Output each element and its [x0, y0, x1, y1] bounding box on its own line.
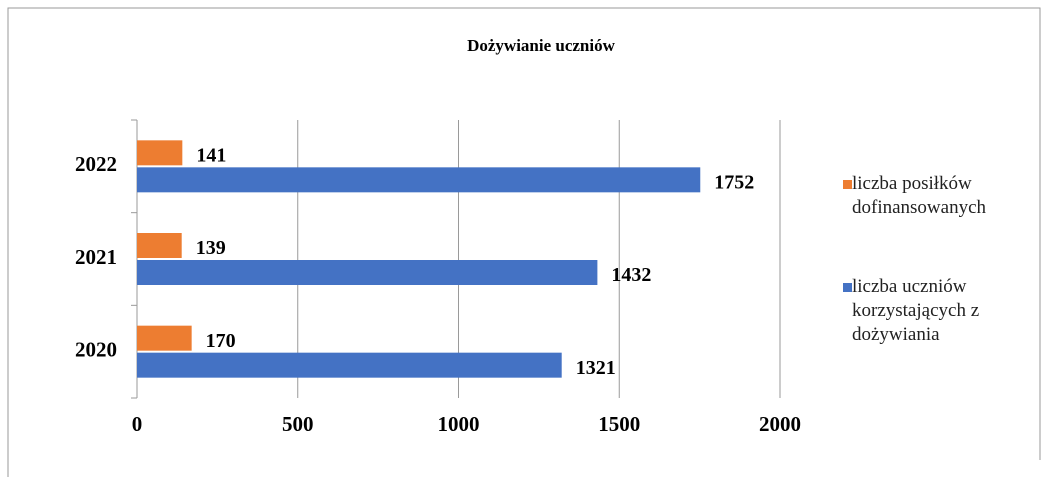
bar: [137, 233, 182, 258]
x-tick-label: 1500: [598, 412, 640, 436]
bar: [137, 260, 598, 285]
data-label: 1432: [611, 264, 651, 286]
data-label: 1321: [576, 357, 616, 379]
bar: [137, 140, 183, 166]
legend-swatch: [843, 283, 852, 292]
y-tick-label: 2022: [75, 152, 117, 176]
legend-label: liczba uczniów korzystających z dożywian…: [852, 276, 980, 345]
bar: [137, 167, 701, 193]
x-tick-label: 1000: [438, 412, 480, 436]
legend-label: liczba posiłków dofinansowanych: [852, 173, 987, 218]
legend-swatch: [843, 180, 852, 189]
x-tick-label: 500: [282, 412, 314, 436]
bar: [137, 352, 562, 378]
legend-entry: liczba uczniów korzystających z dożywian…: [852, 276, 980, 345]
data-label: 139: [196, 237, 226, 259]
data-label: 1752: [714, 171, 754, 193]
bar: [137, 325, 192, 351]
legend-entry: liczba posiłków dofinansowanych: [852, 173, 987, 218]
chart-frame: [7, 7, 1041, 477]
y-tick-label: 2020: [75, 337, 117, 361]
data-label: 170: [206, 330, 236, 352]
chart-title: Dożywianie uczniów: [467, 36, 616, 55]
data-label: 141: [196, 144, 226, 166]
x-tick-label: 2000: [759, 412, 801, 436]
y-tick-label: 2021: [75, 245, 117, 269]
x-tick-label: 0: [132, 412, 143, 436]
